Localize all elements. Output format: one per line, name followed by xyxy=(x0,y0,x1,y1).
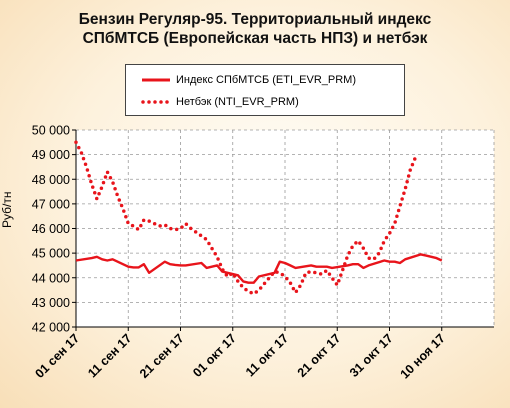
y-tick-label: 42 000 xyxy=(32,321,70,335)
y-tick-label: 43 000 xyxy=(32,296,70,310)
legend: Индекс СПбМТСБ (ETI_EVR_PRM) Нетбэк (NTI… xyxy=(125,64,405,116)
chart-title-line-1: Бензин Регуляр-95. Территориальный индек… xyxy=(78,11,432,28)
x-tick-label: 01 сен 17 xyxy=(32,331,82,381)
y-tick-label: 48 000 xyxy=(32,173,70,187)
x-tick-label: 11 окт 17 xyxy=(243,331,291,379)
legend-swatch-dotted xyxy=(140,97,172,107)
legend-label-netback: Нетбэк (NTI_EVR_PRM) xyxy=(176,96,299,108)
legend-label-index: Индекс СПбМТСБ (ETI_EVR_PRM) xyxy=(176,74,356,86)
y-tick-label: 50 000 xyxy=(32,124,70,138)
x-tick-label: 21 сен 17 xyxy=(137,331,187,381)
y-tick-label: 47 000 xyxy=(32,197,70,211)
series xyxy=(74,140,443,296)
chart-title: Бензин Регуляр-95. Территориальный индек… xyxy=(0,10,510,48)
y-tick-label: 46 000 xyxy=(32,222,70,236)
chart-title-line-2: СПбМТСБ (Европейская часть НПЗ) и нетбэк xyxy=(82,30,428,47)
x-tick-label: 31 окт 17 xyxy=(347,331,396,380)
y-tick-label: 45 000 xyxy=(32,247,70,261)
x-tick-label: 11 сен 17 xyxy=(85,331,134,380)
gridlines xyxy=(75,129,495,328)
y-axis-label: Руб/тн xyxy=(0,191,14,228)
x-tick-label: 01 окт 17 xyxy=(190,331,239,380)
y-tick-label: 49 000 xyxy=(32,148,70,162)
x-tick-label: 21 окт 17 xyxy=(295,331,344,380)
y-tick-label: 44 000 xyxy=(32,271,70,285)
legend-swatch-solid xyxy=(140,75,172,85)
legend-item-netback: Нетбэк (NTI_EVR_PRM) xyxy=(140,93,299,111)
legend-item-index: Индекс СПбМТСБ (ETI_EVR_PRM) xyxy=(140,71,356,89)
axes xyxy=(72,129,494,331)
series-line-netback xyxy=(74,140,418,296)
x-tick-label: 10 ноя 17 xyxy=(398,331,448,381)
